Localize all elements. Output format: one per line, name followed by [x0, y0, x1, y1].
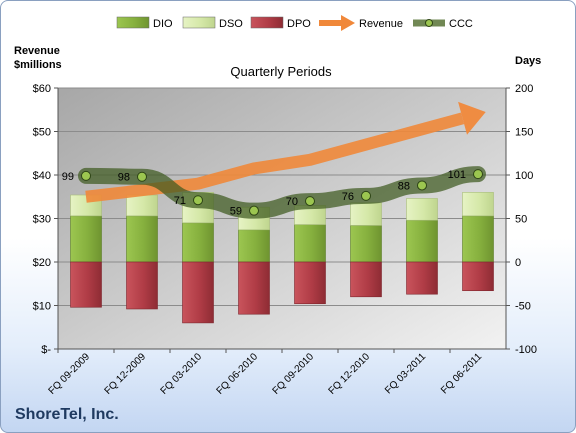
left-tick-label: $10 — [33, 301, 51, 313]
bar-dso — [462, 192, 494, 217]
category-label: FQ 09-2009 — [47, 351, 93, 397]
ccc-data-label: 99 — [62, 171, 74, 183]
ccc-point — [417, 180, 427, 191]
ccc-data-label: 71 — [174, 195, 186, 207]
bar-dpo — [462, 261, 494, 292]
category-label: FQ 03-2010 — [159, 351, 205, 397]
right-tick-label: 50 — [515, 214, 527, 226]
right-tick-label: -100 — [515, 344, 537, 356]
right-tick-label: 100 — [515, 170, 533, 182]
legend-marker-icon — [425, 19, 433, 27]
legend-item-dso: DSO — [182, 16, 243, 30]
legend-label: DSO — [219, 18, 243, 30]
bar-dpo — [350, 261, 382, 298]
legend-swatch — [116, 16, 150, 29]
right-tick-label: -50 — [515, 301, 531, 313]
ccc-point — [361, 190, 371, 201]
bar-dpo — [406, 261, 438, 295]
bar-dso — [350, 202, 382, 226]
ccc-data-label: 98 — [118, 172, 130, 184]
left-axis-label: Revenue $millions — [14, 45, 62, 71]
bar-dio — [126, 215, 158, 263]
chart-title: Quarterly Periods — [230, 64, 332, 79]
left-tick-label: $- — [41, 344, 51, 356]
legend-label: CCC — [449, 18, 473, 30]
ccc-point — [81, 170, 91, 181]
bar-dio — [406, 219, 438, 263]
bar-dio — [294, 224, 326, 263]
left-tick-label: $60 — [33, 83, 51, 95]
ccc-point — [193, 195, 203, 206]
revenue-arrowhead — [458, 101, 486, 135]
ccc-data-label: 88 — [398, 180, 410, 192]
legend-item-dio: DIO — [116, 16, 173, 30]
bar-dso — [406, 198, 438, 221]
right-tick-label: 150 — [515, 127, 533, 139]
bar-dio — [350, 225, 382, 263]
bar-dio — [462, 215, 494, 263]
ccc-data-label: 70 — [286, 196, 298, 208]
ccc-point — [137, 171, 147, 182]
bar-dpo — [294, 261, 326, 305]
left-tick-label: $20 — [33, 257, 51, 269]
right-tick-label: 200 — [515, 83, 533, 95]
legend-item-ccc: CCC — [413, 18, 473, 30]
bar-dpo — [182, 261, 214, 324]
legend-item-revenue: Revenue — [319, 15, 403, 31]
revenue-line — [85, 112, 465, 203]
right-tick-label: 0 — [515, 257, 521, 269]
bar-dio — [70, 215, 102, 263]
legend-item-dpo: DPO — [250, 16, 311, 30]
company-name: ShoreTel, Inc. — [15, 406, 119, 423]
legend-label: DPO — [287, 18, 311, 30]
ccc-data-label: 59 — [230, 206, 242, 218]
left-tick-label: $30 — [33, 214, 51, 226]
bar-dpo — [238, 261, 270, 315]
legend-arrow-icon — [341, 15, 355, 31]
left-tick-label: $50 — [33, 127, 51, 139]
bar-dio — [182, 222, 214, 263]
ccc-data-label: 101 — [448, 169, 466, 181]
category-label: FQ 09-2010 — [271, 351, 317, 397]
ccc-point — [305, 196, 315, 207]
left-tick-label: $40 — [33, 170, 51, 182]
category-label: FQ 12-2009 — [103, 351, 149, 397]
category-label: FQ 06-2011 — [439, 351, 484, 396]
legend-label: Revenue — [359, 18, 403, 30]
category-label: FQ 03-2011 — [383, 351, 428, 396]
ccc-data-label: 76 — [342, 191, 354, 203]
bar-dio — [238, 229, 270, 263]
legend-swatch — [182, 16, 216, 29]
legend-swatch — [250, 16, 284, 29]
bar-dso — [126, 194, 158, 217]
legend-label: DIO — [153, 18, 173, 30]
bar-dpo — [70, 261, 102, 308]
category-label: FQ 06-2010 — [215, 351, 261, 397]
category-label: FQ 12-2010 — [327, 351, 373, 397]
right-axis-label: Days — [515, 55, 541, 67]
ccc-point — [473, 169, 483, 180]
ccc-point — [249, 205, 259, 216]
bar-dpo — [126, 261, 158, 310]
